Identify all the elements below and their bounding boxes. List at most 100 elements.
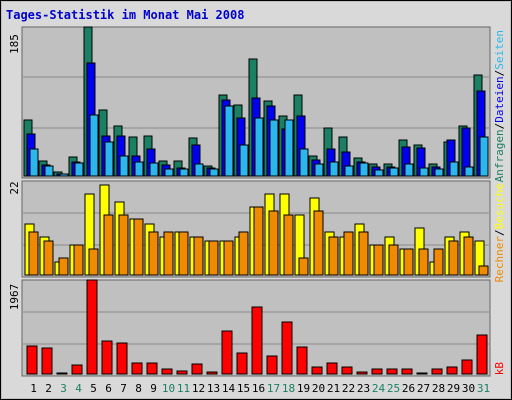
bar-pages-day-5 — [89, 114, 99, 177]
bar-pages-day-15 — [239, 144, 249, 177]
day-label-22: 22 — [342, 382, 355, 395]
bar-pages-day-7 — [119, 155, 129, 177]
bar-sites-day-13 — [208, 240, 219, 276]
bar-sites-day-24 — [373, 244, 384, 276]
day-label-14: 14 — [222, 382, 236, 395]
bar-kbytes-day-15 — [236, 352, 248, 375]
bar-kbytes-day-11 — [176, 370, 188, 375]
bar-kbytes-day-16 — [251, 306, 263, 375]
bar-sites-day-9 — [148, 231, 159, 276]
day-label-27: 27 — [417, 382, 430, 395]
day-label-24: 24 — [372, 382, 386, 395]
bar-pages-day-3 — [59, 173, 69, 177]
day-label-12: 12 — [192, 382, 205, 395]
day-label-6: 6 — [105, 382, 112, 395]
bar-pages-day-18 — [284, 119, 294, 177]
bar-kbytes-day-20 — [311, 366, 323, 375]
bar-pages-day-29 — [449, 161, 459, 177]
bar-kbytes-day-8 — [131, 362, 143, 375]
bar-kbytes-day-19 — [296, 346, 308, 375]
bar-kbytes-day-26 — [401, 368, 413, 375]
day-label-15: 15 — [237, 382, 250, 395]
bar-pages-day-20 — [314, 163, 324, 177]
panel-bottom-series-label: kB — [493, 362, 506, 376]
bar-sites-day-21 — [328, 236, 339, 276]
day-label-28: 28 — [432, 382, 445, 395]
day-label-1: 1 — [30, 382, 37, 395]
bar-kbytes-day-1 — [26, 345, 38, 375]
bar-sites-day-26 — [403, 248, 414, 276]
bar-kbytes-day-22 — [341, 366, 353, 375]
bar-kbytes-day-14 — [221, 330, 233, 375]
bar-sites-day-27 — [418, 248, 429, 276]
day-label-8: 8 — [135, 382, 142, 395]
bar-kbytes-day-23 — [356, 371, 368, 375]
bar-pages-day-31 — [479, 136, 489, 177]
bar-kbytes-day-27 — [416, 372, 428, 375]
series-label-pages: Seiten — [493, 30, 506, 70]
day-label-11: 11 — [177, 382, 190, 395]
series-label-visits: Besuche — [493, 183, 506, 229]
bar-pages-day-17 — [269, 119, 279, 177]
panel-middle-ymax-label: 22 — [8, 181, 21, 194]
bar-pages-day-13 — [209, 168, 219, 177]
bar-pages-day-27 — [419, 167, 429, 177]
day-label-31: 31 — [477, 382, 490, 395]
day-labels: 1 2 3 4 5 6 7 8 9 10 11 12 13 14 15 16 17 18 19 20 21 22 23 24 2… — [30, 382, 490, 395]
bar-sites-day-19 — [298, 257, 309, 276]
bar-sites-day-15 — [238, 231, 249, 276]
bar-sites-day-20 — [313, 210, 324, 276]
bar-kbytes-day-18 — [281, 321, 293, 375]
bar-kbytes-day-10 — [161, 368, 173, 375]
bar-kbytes-day-31 — [476, 334, 488, 375]
bar-sites-day-28 — [433, 248, 444, 276]
bar-sites-day-22 — [343, 231, 354, 276]
bar-kbytes-day-3 — [56, 372, 68, 375]
bar-sites-day-14 — [223, 240, 234, 276]
day-label-29: 29 — [447, 382, 460, 395]
bar-sites-day-4 — [73, 244, 84, 276]
bar-pages-day-26 — [404, 163, 414, 177]
bar-kbytes-day-2 — [41, 347, 53, 375]
bar-pages-day-2 — [44, 165, 54, 177]
day-label-4: 4 — [75, 382, 82, 395]
bar-sites-day-10 — [163, 231, 174, 276]
series-label-sites: Rechner — [493, 236, 506, 283]
bar-sites-day-1 — [28, 231, 39, 276]
day-label-7: 7 — [120, 382, 127, 395]
bar-kbytes-day-7 — [116, 342, 128, 375]
day-label-9: 9 — [150, 382, 157, 395]
bar-kbytes-day-4 — [71, 364, 83, 375]
day-label-10: 10 — [162, 382, 175, 395]
day-label-25: 25 — [387, 382, 400, 395]
bar-kbytes-day-17 — [266, 355, 278, 375]
bar-pages-day-30 — [464, 166, 474, 177]
day-label-3: 3 — [60, 382, 67, 395]
bar-kbytes-day-5 — [86, 279, 98, 375]
bar-pages-day-1 — [29, 148, 39, 177]
day-label-18: 18 — [282, 382, 295, 395]
chart-title: Tages-Statistik im Monat Mai 2008 — [6, 8, 244, 22]
series-label-separator: / — [493, 123, 506, 130]
bar-kbytes-day-28 — [431, 368, 443, 375]
bars-layer — [23, 26, 489, 375]
bar-sites-day-16 — [253, 206, 264, 276]
bar-sites-day-23 — [358, 231, 369, 276]
bar-sites-day-31 — [478, 265, 489, 276]
day-label-20: 20 — [312, 382, 325, 395]
bar-kbytes-day-29 — [446, 366, 458, 375]
bar-kbytes-day-6 — [101, 340, 113, 375]
panel-top-series-label: Anfragen/Dateien/Seiten — [493, 30, 506, 182]
bar-pages-day-23 — [359, 162, 369, 177]
bar-sites-day-29 — [448, 240, 459, 276]
day-label-19: 19 — [297, 382, 310, 395]
bar-pages-day-8 — [134, 161, 144, 177]
panel-middle-series-label: Rechner/Besuche — [493, 183, 506, 282]
panel-bottom-ymax-label: 1967 — [8, 284, 21, 311]
panel-top-ymax-label: 185 — [8, 34, 21, 54]
bar-sites-day-8 — [133, 218, 144, 276]
bar-pages-day-25 — [389, 167, 399, 177]
bar-pages-day-11 — [179, 168, 189, 177]
